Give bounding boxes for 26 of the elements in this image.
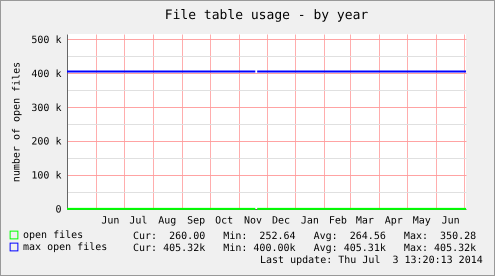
y-tick-label: 300 k <box>31 102 62 114</box>
x-tick-label: Jun <box>442 216 460 226</box>
x-tick-label: Jul <box>129 216 148 226</box>
text: Cur: 260.00 Min: 252.64 Avg: 264.56 Max: 350.28 <box>133 231 476 242</box>
y-tick-label: 500 k <box>31 34 62 46</box>
x-tick-label: Aug <box>158 216 176 226</box>
x-tick-label: Dec <box>272 216 290 226</box>
x-tick-label: Apr <box>384 216 403 226</box>
x-tick-label: Jun <box>101 216 120 226</box>
text: Last update: Thu Jul 3 13:20:13 2014 <box>260 255 483 266</box>
chart-title: File table usage - by year <box>164 8 368 23</box>
y-tick-label: 200 k <box>31 136 62 148</box>
x-tick-label: Oct <box>215 216 234 226</box>
x-tick-label: Feb <box>328 216 347 226</box>
text: Cur: 405.32k Min: 400.00k Avg: 405.31k Max: 405.32k <box>133 243 476 254</box>
y-tick-label: 0 <box>55 204 62 216</box>
x-tick-label: Nov <box>244 216 262 226</box>
x-tick-label: May <box>412 216 431 226</box>
legend-label: max open files <box>23 242 108 253</box>
x-tick-label: Jan <box>300 216 319 226</box>
y-tick-label: 400 k <box>31 68 62 80</box>
x-tick-label: Sep <box>187 216 206 226</box>
y-axis-title: number of open files <box>11 62 22 182</box>
y-tick-label: 100 k <box>31 170 62 182</box>
x-tick-label: Mar <box>356 216 374 226</box>
legend-label: open files <box>23 230 84 241</box>
